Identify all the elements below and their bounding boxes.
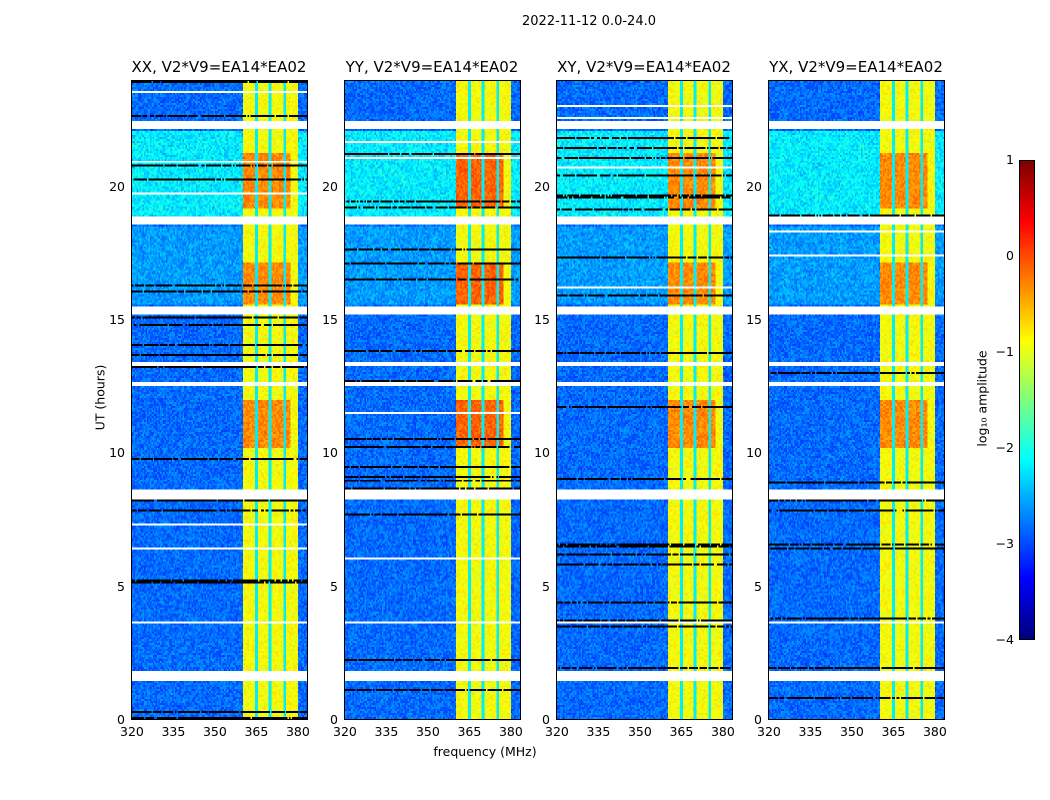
colorbar-tick-label: −2: [995, 440, 1014, 455]
x-tick-label: 350: [839, 724, 864, 739]
x-tick-label: 335: [161, 724, 186, 739]
panel-title: XY, V2*V9=EA14*EA02: [557, 58, 731, 76]
heatmap-panel-0: [131, 80, 308, 720]
y-tick-label: 20: [322, 178, 338, 194]
x-tick-label: 350: [202, 724, 227, 739]
figure-title: 2022-11-12 0.0-24.0: [522, 14, 656, 29]
y-tick-label: 15: [322, 312, 338, 327]
y-tick-label: 20: [109, 178, 125, 194]
y-tick-label: 20: [746, 178, 762, 194]
heatmap-canvas: [557, 81, 732, 719]
x-tick-label: 365: [881, 724, 906, 739]
y-tick-label: 10: [534, 445, 550, 461]
x-tick-label: 320: [120, 724, 144, 739]
x-axis-label: frequency (MHz): [433, 744, 537, 759]
heatmap-canvas: [345, 81, 520, 719]
x-tick-label: 380: [498, 724, 523, 739]
y-tick-label: 5: [754, 578, 762, 594]
y-tick-label: 10: [746, 445, 762, 461]
colorbar-tick-label: −1: [995, 344, 1014, 359]
x-tick-label: 380: [710, 724, 735, 739]
y-tick-label: 10: [109, 445, 125, 461]
y-tick-label: 5: [542, 578, 550, 594]
x-tick-label: 365: [669, 724, 694, 739]
panel-title: XX, V2*V9=EA14*EA02: [131, 58, 307, 76]
x-tick-label: 320: [545, 724, 569, 739]
panel-title: YX, V2*V9=EA14*EA02: [769, 58, 943, 76]
heatmap-canvas: [132, 81, 307, 719]
x-tick-label: 335: [586, 724, 611, 739]
colorbar-tick-label: 0: [1006, 248, 1014, 263]
y-tick-label: 20: [534, 178, 550, 194]
x-tick-label: 320: [757, 724, 781, 739]
x-tick-label: 335: [374, 724, 399, 739]
heatmap-panel-3: [768, 80, 945, 720]
panel-title: YY, V2*V9=EA14*EA02: [345, 58, 519, 76]
y-tick-label: 0: [330, 712, 338, 727]
colorbar: [1019, 160, 1035, 640]
x-tick-label: 365: [457, 724, 482, 739]
y-tick-label: 0: [754, 712, 762, 727]
y-tick-label: 10: [322, 445, 338, 461]
colorbar-tick-label: −4: [995, 632, 1014, 647]
x-tick-label: 380: [285, 724, 310, 739]
y-tick-label: 0: [542, 712, 550, 727]
x-tick-label: 320: [333, 724, 357, 739]
x-tick-label: 335: [798, 724, 823, 739]
colorbar-label: log₁₀ amplitude: [974, 350, 990, 447]
y-tick-label: 0: [117, 712, 125, 727]
heatmap-panel-1: [344, 80, 521, 720]
y-axis-label: UT (hours): [92, 364, 108, 431]
heatmap-panel-2: [556, 80, 733, 720]
x-tick-label: 365: [244, 724, 269, 739]
y-tick-label: 5: [330, 578, 338, 594]
x-tick-label: 350: [627, 724, 652, 739]
x-tick-label: 380: [922, 724, 947, 739]
colorbar-tick-label: 1: [1006, 152, 1014, 167]
colorbar-tick-label: −3: [995, 536, 1014, 551]
y-tick-label: 5: [117, 578, 125, 594]
heatmap-canvas: [769, 81, 944, 719]
y-tick-label: 15: [109, 312, 125, 327]
y-tick-label: 15: [534, 312, 550, 327]
x-tick-label: 350: [415, 724, 440, 739]
y-tick-label: 15: [746, 312, 762, 327]
